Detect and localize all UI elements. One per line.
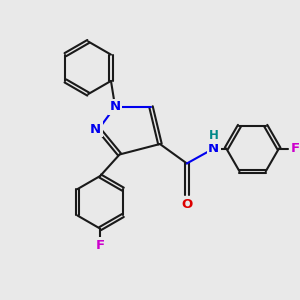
- Text: F: F: [291, 142, 300, 155]
- Text: N: N: [90, 123, 101, 136]
- Text: N: N: [110, 100, 121, 113]
- Text: F: F: [96, 238, 105, 252]
- Text: H: H: [209, 129, 219, 142]
- Text: N: N: [208, 142, 219, 155]
- Text: O: O: [181, 198, 193, 211]
